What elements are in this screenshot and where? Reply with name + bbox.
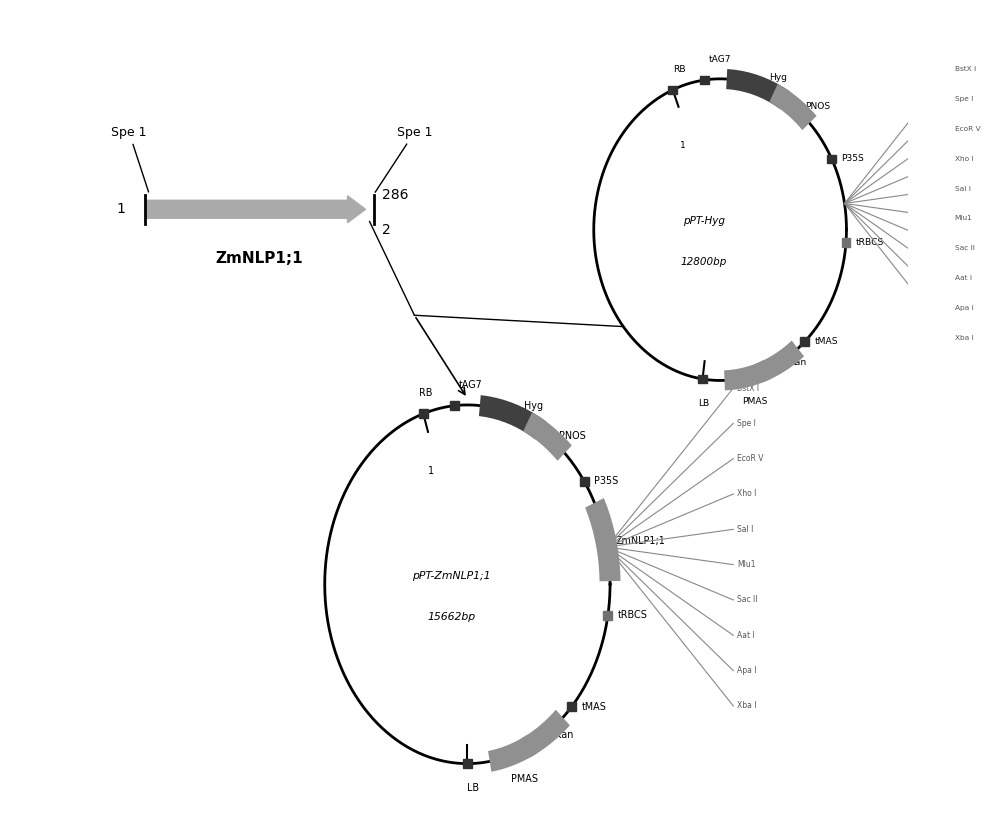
Text: tRBCS: tRBCS bbox=[856, 238, 884, 247]
Text: Mlu1: Mlu1 bbox=[955, 215, 972, 222]
Text: Hyg: Hyg bbox=[524, 401, 543, 411]
Text: pPT-Hyg: pPT-Hyg bbox=[683, 217, 725, 227]
Text: tMAS: tMAS bbox=[582, 702, 606, 712]
Text: Sac II: Sac II bbox=[955, 245, 974, 251]
Polygon shape bbox=[523, 412, 572, 465]
Polygon shape bbox=[724, 360, 771, 390]
Text: Xba I: Xba I bbox=[737, 702, 757, 711]
Text: 1: 1 bbox=[116, 202, 125, 216]
Polygon shape bbox=[519, 710, 570, 757]
Text: PMAS: PMAS bbox=[742, 397, 768, 406]
Bar bbox=[842, 239, 850, 247]
Text: tRBCS: tRBCS bbox=[618, 610, 648, 620]
Text: EcoR V: EcoR V bbox=[737, 454, 764, 463]
Text: 1: 1 bbox=[428, 465, 435, 475]
Text: Spe 1: Spe 1 bbox=[375, 126, 432, 192]
Text: Xho I: Xho I bbox=[737, 489, 757, 498]
Text: P35S: P35S bbox=[594, 476, 618, 487]
Text: Xho I: Xho I bbox=[955, 155, 973, 162]
Text: Spe 1: Spe 1 bbox=[111, 126, 149, 192]
Polygon shape bbox=[487, 735, 537, 772]
Bar bbox=[419, 409, 428, 418]
FancyArrow shape bbox=[145, 196, 365, 222]
Text: Mlu1: Mlu1 bbox=[737, 560, 756, 569]
Bar bbox=[603, 611, 612, 620]
Bar bbox=[580, 477, 589, 486]
Text: Hyg: Hyg bbox=[769, 73, 787, 82]
Text: Aat I: Aat I bbox=[737, 631, 755, 640]
Text: LB: LB bbox=[467, 783, 479, 793]
Text: EcoR V: EcoR V bbox=[955, 126, 980, 132]
Text: 286: 286 bbox=[382, 187, 408, 201]
Text: tAG7: tAG7 bbox=[459, 380, 483, 390]
Polygon shape bbox=[754, 340, 804, 383]
Text: RB: RB bbox=[419, 389, 433, 398]
Text: RB: RB bbox=[673, 65, 685, 74]
Text: pPT-ZmNLP1;1: pPT-ZmNLP1;1 bbox=[412, 571, 490, 581]
Text: BstX I: BstX I bbox=[955, 66, 976, 72]
Bar bbox=[567, 702, 576, 711]
Text: Apa I: Apa I bbox=[737, 666, 757, 675]
Text: LB: LB bbox=[698, 399, 710, 408]
Text: Sal I: Sal I bbox=[737, 525, 754, 534]
Bar bbox=[463, 759, 472, 768]
Text: Apa I: Apa I bbox=[955, 305, 973, 311]
Text: Sal I: Sal I bbox=[955, 186, 970, 191]
Bar bbox=[800, 337, 809, 346]
Polygon shape bbox=[585, 498, 621, 582]
Bar bbox=[827, 155, 836, 163]
Bar bbox=[450, 401, 459, 410]
Text: Kan: Kan bbox=[789, 358, 806, 367]
Text: ZmNLP1;1: ZmNLP1;1 bbox=[216, 250, 303, 266]
Bar bbox=[668, 86, 677, 94]
Text: PMAS: PMAS bbox=[511, 775, 538, 784]
Text: Kan: Kan bbox=[555, 730, 573, 739]
Polygon shape bbox=[769, 84, 817, 134]
Text: 12800bp: 12800bp bbox=[681, 257, 727, 267]
Text: tMAS: tMAS bbox=[814, 337, 838, 346]
Text: 1: 1 bbox=[680, 141, 686, 150]
Text: Aat I: Aat I bbox=[955, 275, 972, 281]
Text: 15662bp: 15662bp bbox=[427, 612, 475, 622]
Text: Sac II: Sac II bbox=[737, 596, 758, 605]
Text: ZmNLP1;1: ZmNLP1;1 bbox=[616, 536, 665, 546]
Text: PNOS: PNOS bbox=[805, 101, 830, 110]
Text: tAG7: tAG7 bbox=[709, 55, 731, 64]
Text: Xba I: Xba I bbox=[955, 335, 973, 341]
Bar bbox=[698, 375, 707, 384]
Polygon shape bbox=[479, 395, 546, 445]
Text: P35S: P35S bbox=[841, 155, 864, 164]
Text: PNOS: PNOS bbox=[559, 430, 586, 441]
Text: BstX I: BstX I bbox=[737, 384, 759, 393]
Text: Spe I: Spe I bbox=[955, 96, 973, 102]
Polygon shape bbox=[726, 69, 790, 114]
Text: Spe I: Spe I bbox=[737, 419, 756, 428]
Bar bbox=[700, 75, 709, 84]
Text: 2: 2 bbox=[382, 222, 391, 236]
